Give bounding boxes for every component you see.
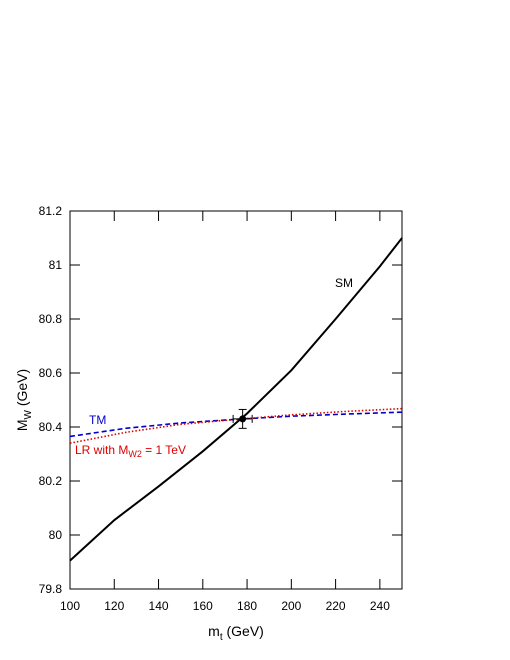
y-tick-label: 80 xyxy=(49,528,63,542)
y-label-unit: (GeV) xyxy=(14,369,30,410)
x-tick-label: 100 xyxy=(60,599,80,613)
series-line xyxy=(69,407,403,444)
x-tick-label: 200 xyxy=(281,599,301,613)
data-point xyxy=(239,415,247,423)
x-tick-label: 180 xyxy=(237,599,257,613)
series-line xyxy=(69,411,403,438)
y-tick-label: 80.2 xyxy=(39,474,63,488)
x-axis-label: mt (GeV) xyxy=(208,623,264,643)
y-axis-label: MW (GeV) xyxy=(14,369,34,431)
x-tick-label: 220 xyxy=(326,599,346,613)
y-tick-label: 80.8 xyxy=(39,312,63,326)
y-tick-label: 80.6 xyxy=(39,366,63,380)
x-tick-label: 140 xyxy=(149,599,169,613)
plot-frame xyxy=(69,210,403,590)
x-tick-label: 120 xyxy=(104,599,124,613)
x-label-sub: t xyxy=(220,632,223,643)
x-tick-label: 240 xyxy=(370,599,390,613)
x-label-main: m xyxy=(208,623,220,639)
y-label-sub: W xyxy=(23,410,34,420)
series-line xyxy=(69,237,403,562)
y-tick-label: 81.2 xyxy=(39,204,63,218)
series-label-sub: W2 xyxy=(128,449,142,459)
x-tick-label: 160 xyxy=(193,599,213,613)
y-label-main: M xyxy=(14,420,30,432)
y-tick-label: 80.4 xyxy=(39,420,63,434)
series-label-main: LR with M xyxy=(75,443,128,457)
series-label-rest: = 1 TeV xyxy=(142,443,186,457)
y-tick-label: 81 xyxy=(49,258,63,272)
x-label-unit: (GeV) xyxy=(223,623,264,639)
series-label: SM xyxy=(335,276,353,290)
y-tick-label: 79.8 xyxy=(39,582,63,596)
series-label: LR with MW2 = 1 TeV xyxy=(75,443,186,459)
series-label: TM xyxy=(89,413,106,427)
